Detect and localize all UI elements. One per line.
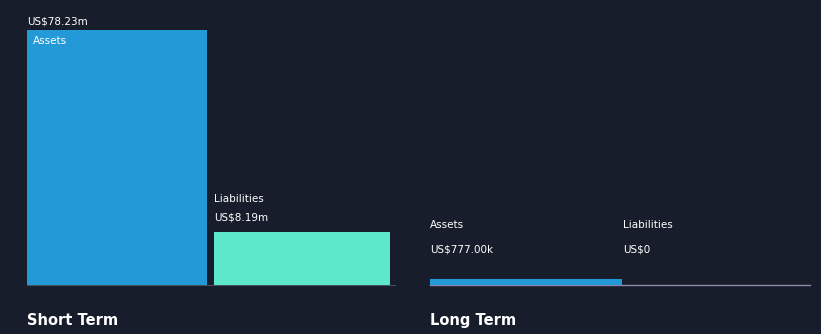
Text: US$8.19m: US$8.19m xyxy=(214,212,268,222)
Text: US$78.23m: US$78.23m xyxy=(27,16,88,26)
Bar xyxy=(214,232,390,285)
Bar xyxy=(430,279,622,285)
Text: US$0: US$0 xyxy=(623,245,650,255)
Text: Assets: Assets xyxy=(430,220,464,230)
Text: US$777.00k: US$777.00k xyxy=(430,245,493,255)
Text: Liabilities: Liabilities xyxy=(623,220,672,230)
Text: Liabilities: Liabilities xyxy=(214,194,264,204)
Text: Assets: Assets xyxy=(33,36,67,46)
Bar xyxy=(27,30,207,285)
Text: Long Term: Long Term xyxy=(430,313,516,328)
Text: Short Term: Short Term xyxy=(27,313,118,328)
